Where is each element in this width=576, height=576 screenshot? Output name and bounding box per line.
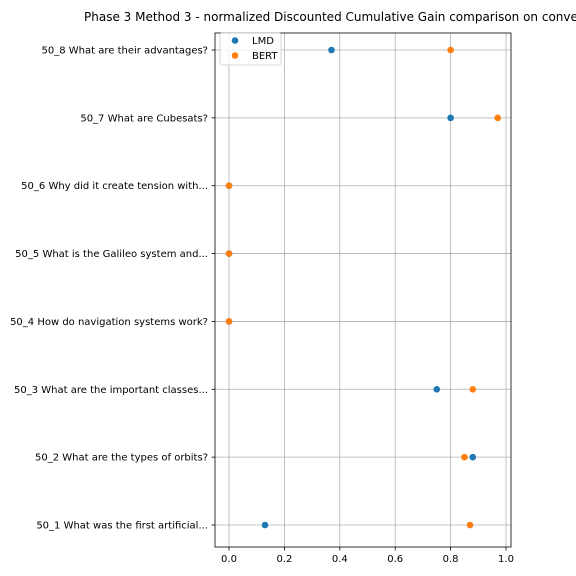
category-label: 50_3 What are the important classes... [14, 385, 208, 396]
point-bert [466, 521, 474, 529]
legend-label-bert: BERT [252, 51, 278, 62]
point-bert [225, 250, 233, 257]
x-tick-label: 1.0 [498, 554, 514, 565]
category-label: 50_6 Why did it create tension with... [21, 181, 208, 192]
chart-title: Phase 3 Method 3 - normalized Discounted… [84, 10, 576, 24]
category-label: 50_7 What are Cubesats? [80, 113, 208, 124]
point-bert [225, 182, 233, 190]
x-tick-label: 0.6 [387, 554, 403, 565]
x-tick-label: 0.2 [276, 554, 292, 565]
point-lmd [261, 521, 269, 529]
x-axis: 0.0 0.2 0.4 0.6 0.8 1.0 [221, 547, 514, 565]
point-lmd [447, 114, 454, 122]
x-tick-label: 0.4 [332, 554, 348, 565]
category-label: 50_2 What are the types of orbits? [35, 453, 208, 464]
point-lmd [328, 46, 335, 54]
point-lmd [469, 453, 477, 461]
legend-marker-lmd [231, 37, 239, 44]
y-axis: 50_1 What was the first artificial... 50_… [10, 46, 215, 532]
point-bert [225, 318, 233, 325]
plot-frame [214, 32, 512, 548]
grid [215, 33, 511, 547]
point-bert [494, 114, 501, 122]
point-bert [469, 385, 477, 393]
category-label: 50_5 What is the Galileo system and... [15, 249, 208, 260]
category-label: 50_1 What was the first artificial... [36, 521, 208, 532]
point-lmd [433, 385, 441, 393]
category-label: 50_8 What are their advantages? [42, 46, 208, 57]
legend-label-lmd: LMD [252, 36, 274, 47]
legend: LMD BERT [219, 32, 282, 66]
points [225, 46, 501, 529]
legend-marker-bert [231, 52, 239, 59]
x-tick-label: 0.0 [221, 554, 237, 565]
point-bert [447, 46, 454, 54]
point-bert [461, 453, 468, 461]
x-tick-label: 0.8 [443, 554, 459, 565]
category-label: 50_4 How do navigation systems work? [10, 317, 208, 328]
